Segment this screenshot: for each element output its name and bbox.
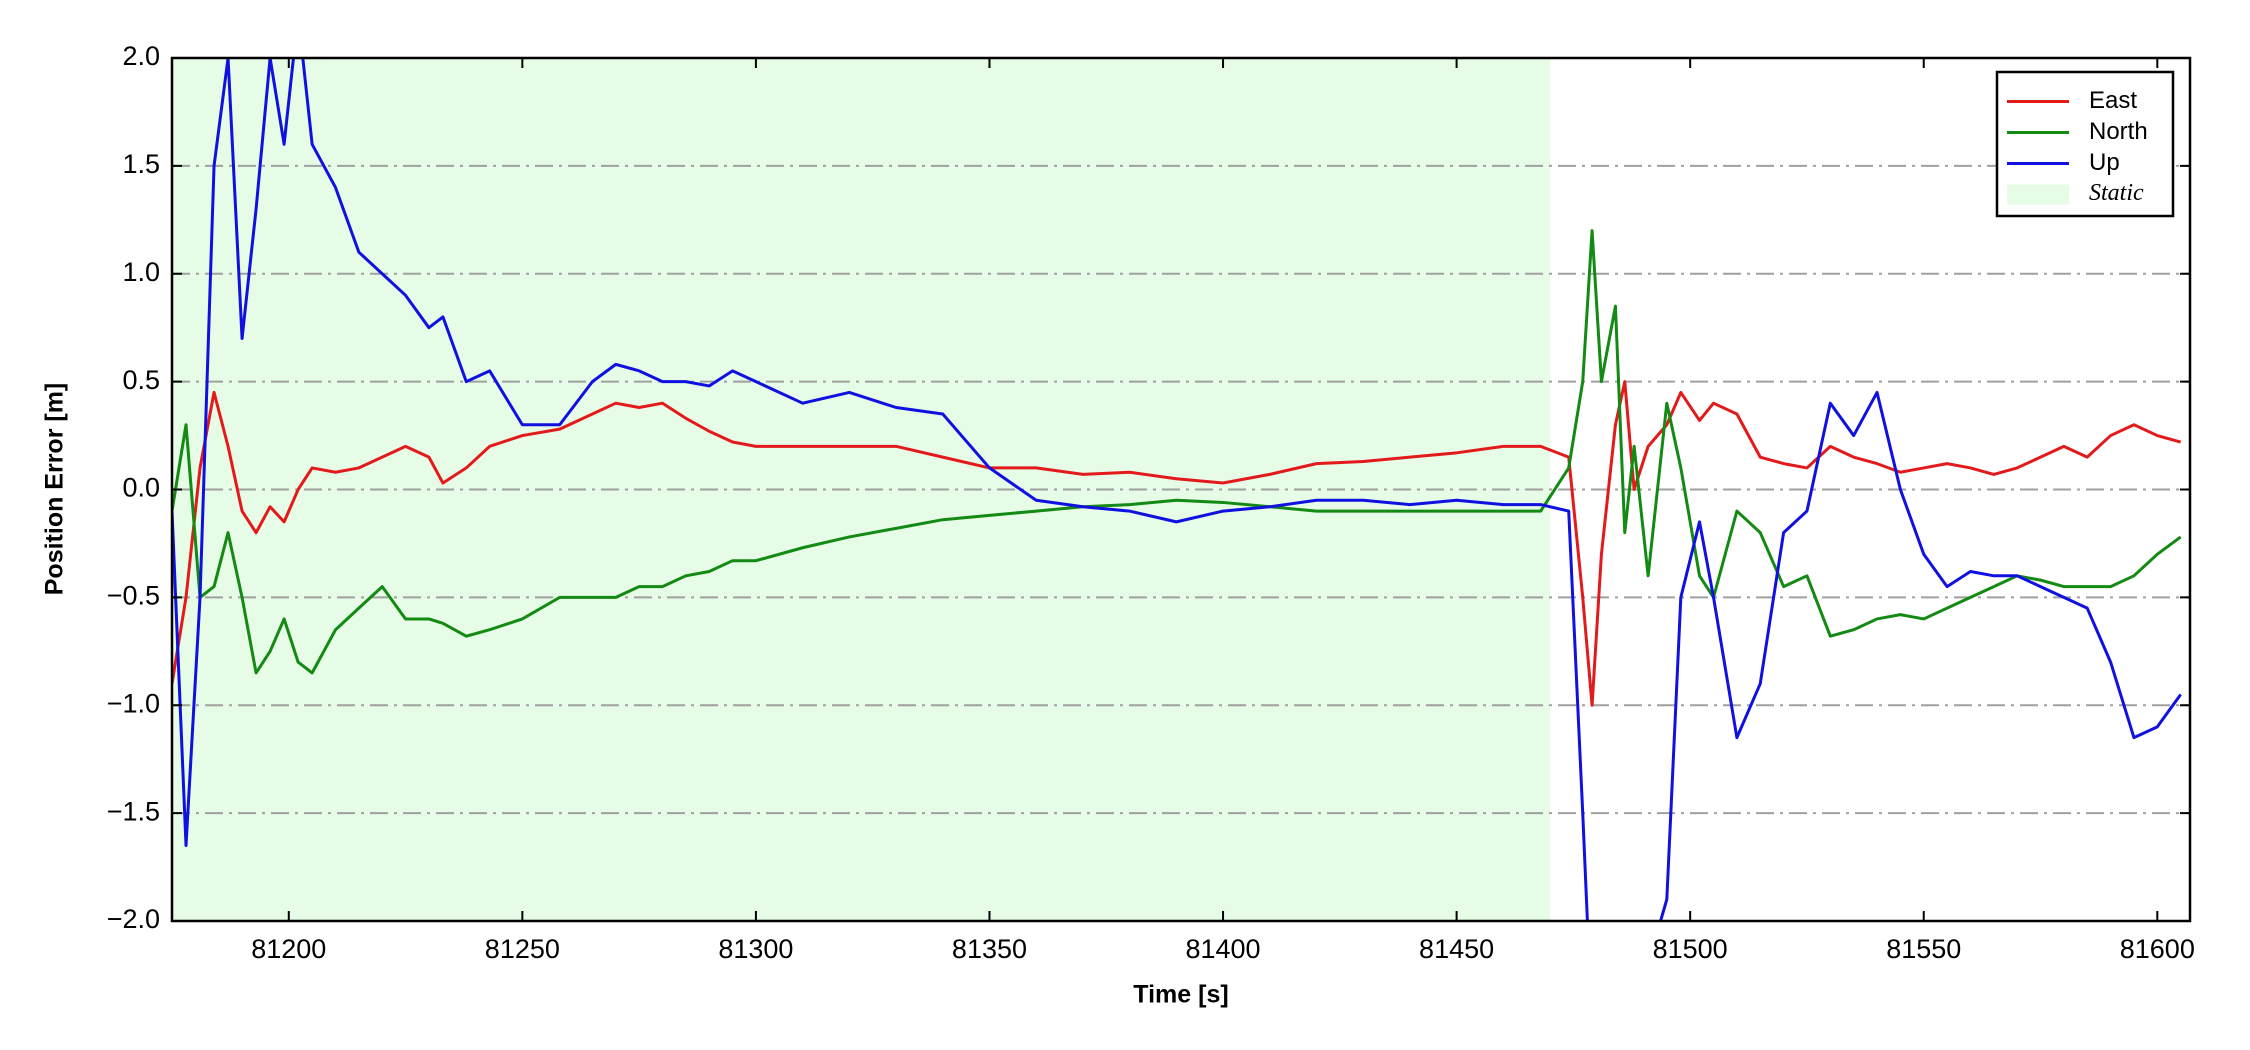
series-line bbox=[172, 58, 2182, 921]
legend-label: Static bbox=[2089, 180, 2144, 206]
x-tick-label: 81400 bbox=[1185, 934, 1260, 964]
y-tick-label: 1.0 bbox=[122, 257, 160, 287]
y-tick-label: −1.0 bbox=[107, 688, 160, 718]
legend-label: North bbox=[2089, 118, 2148, 145]
x-axis-label: Time [s] bbox=[1133, 981, 1228, 1009]
legend-label: Up bbox=[2089, 149, 2120, 176]
y-tick-label: −2.0 bbox=[107, 904, 160, 934]
y-axis-label: Position Error [m] bbox=[41, 383, 69, 596]
x-tick-label: 81250 bbox=[485, 934, 560, 964]
y-tick-label: −0.5 bbox=[107, 581, 160, 611]
y-tick-label: −1.5 bbox=[107, 796, 160, 826]
series-line bbox=[172, 229, 2182, 675]
x-tick-label: 81600 bbox=[2120, 934, 2195, 964]
legend-label: East bbox=[2089, 87, 2137, 114]
legend: East North Up Static bbox=[1995, 70, 2175, 218]
y-tick-label: 0.0 bbox=[122, 473, 160, 503]
x-tick-label: 81350 bbox=[952, 934, 1027, 964]
x-tick-label: 81500 bbox=[1653, 934, 1728, 964]
y-tick-label: 2.0 bbox=[122, 41, 160, 71]
x-tick-label: 81300 bbox=[718, 934, 793, 964]
plot-frame bbox=[170, 56, 2192, 923]
x-tick-label: 81550 bbox=[1886, 934, 1961, 964]
series-line bbox=[172, 380, 2182, 707]
x-tick-label: 81450 bbox=[1419, 934, 1494, 964]
y-tick-label: 0.5 bbox=[122, 365, 160, 395]
legend-swatch bbox=[2007, 184, 2069, 205]
y-tick-label: 1.5 bbox=[122, 149, 160, 179]
x-tick-label: 81200 bbox=[251, 934, 326, 964]
